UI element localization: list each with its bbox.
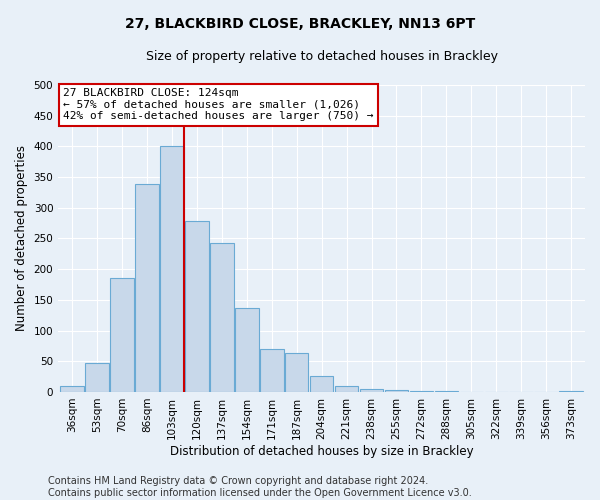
Bar — [135, 184, 158, 392]
Bar — [260, 349, 284, 392]
Bar — [210, 244, 233, 392]
Bar — [335, 386, 358, 392]
Bar — [285, 354, 308, 392]
Bar — [110, 278, 134, 392]
Bar — [310, 376, 334, 392]
Bar — [185, 222, 209, 392]
Bar — [60, 386, 84, 392]
Y-axis label: Number of detached properties: Number of detached properties — [15, 146, 28, 332]
X-axis label: Distribution of detached houses by size in Brackley: Distribution of detached houses by size … — [170, 444, 473, 458]
Text: 27, BLACKBIRD CLOSE, BRACKLEY, NN13 6PT: 27, BLACKBIRD CLOSE, BRACKLEY, NN13 6PT — [125, 18, 475, 32]
Bar — [85, 363, 109, 392]
Bar — [359, 389, 383, 392]
Bar — [235, 308, 259, 392]
Text: Contains HM Land Registry data © Crown copyright and database right 2024.
Contai: Contains HM Land Registry data © Crown c… — [48, 476, 472, 498]
Bar — [385, 390, 409, 392]
Bar — [160, 146, 184, 392]
Bar — [559, 390, 583, 392]
Title: Size of property relative to detached houses in Brackley: Size of property relative to detached ho… — [146, 50, 497, 63]
Text: 27 BLACKBIRD CLOSE: 124sqm
← 57% of detached houses are smaller (1,026)
42% of s: 27 BLACKBIRD CLOSE: 124sqm ← 57% of deta… — [64, 88, 374, 122]
